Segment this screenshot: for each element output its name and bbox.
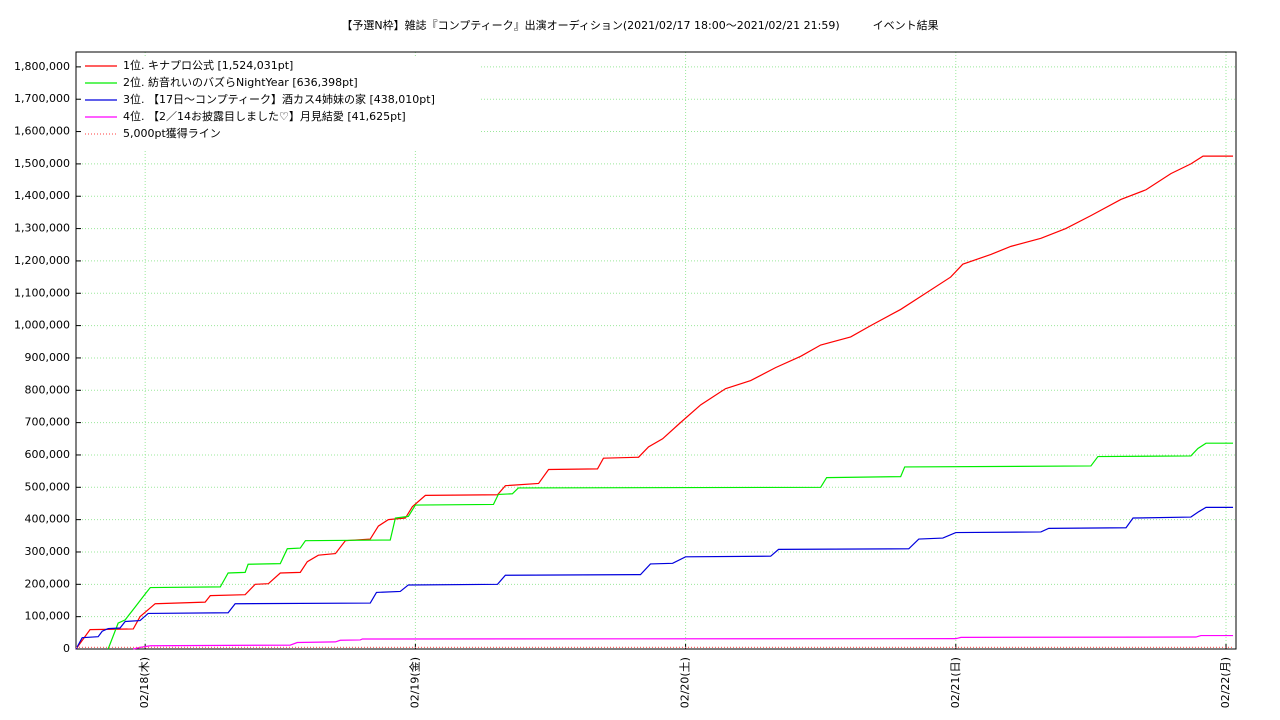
y-tick-label: 400,000 xyxy=(25,513,71,526)
series-line xyxy=(133,634,1234,650)
y-tick-label: 1,300,000 xyxy=(14,222,70,235)
y-tick-label: 1,600,000 xyxy=(14,125,70,138)
series-line xyxy=(75,506,1234,650)
legend-label: 3位. 【17日〜コンプティーク】酒カス4姉妹の家 [438,010pt] xyxy=(123,92,435,106)
y-tick-label: 1,500,000 xyxy=(14,157,70,170)
y-tick-label: 1,800,000 xyxy=(14,60,70,73)
x-tick-label: 02/22(月) xyxy=(1219,657,1232,708)
y-tick-label: 1,000,000 xyxy=(14,319,70,332)
legend-box xyxy=(81,56,481,150)
y-tick-label: 200,000 xyxy=(25,577,71,590)
plot-frame xyxy=(75,51,1237,650)
y-tick-label: 500,000 xyxy=(25,480,71,493)
x-tick-label: 02/21(日) xyxy=(949,657,962,708)
legend-label: 2位. 紡音れいのバズらNightYear [636,398pt] xyxy=(123,75,358,89)
legend-label: 4位. 【2／14お披露目しました♡】月見結愛 [41,625pt] xyxy=(123,109,406,123)
series-line xyxy=(75,155,1234,650)
y-tick-label: 1,700,000 xyxy=(14,92,70,105)
y-tick-label: 600,000 xyxy=(25,448,71,461)
y-tick-label: 100,000 xyxy=(25,610,71,623)
x-tick-label: 02/18(木) xyxy=(138,657,151,708)
y-tick-label: 300,000 xyxy=(25,545,71,558)
y-tick-label: 1,200,000 xyxy=(14,254,70,267)
series-line xyxy=(107,442,1234,650)
x-tick-label: 02/20(土) xyxy=(679,657,692,708)
legend-label: 5,000pt獲得ライン xyxy=(123,127,221,140)
chart-title: 【予選N枠】雑誌『コンプティーク』出演オーディション(2021/02/17 18… xyxy=(341,18,938,32)
y-tick-label: 800,000 xyxy=(25,383,71,396)
y-tick-label: 1,100,000 xyxy=(14,286,70,299)
legend-label: 1位. キナプロ公式 [1,524,031pt] xyxy=(123,58,293,72)
y-tick-label: 0 xyxy=(63,642,70,655)
y-tick-label: 700,000 xyxy=(25,416,71,429)
y-tick-label: 1,400,000 xyxy=(14,189,70,202)
x-tick-label: 02/19(金) xyxy=(407,657,421,708)
y-tick-label: 900,000 xyxy=(25,351,71,364)
